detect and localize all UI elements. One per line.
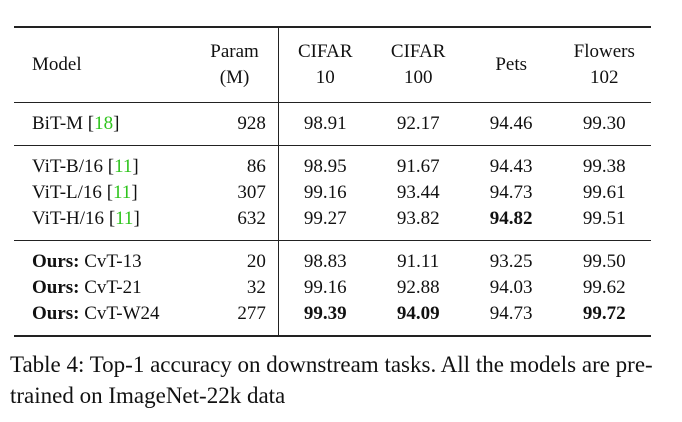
- param-cell: 86: [246, 156, 266, 177]
- cifar10-cell: 99.16: [277, 180, 372, 206]
- column-header-flowers: Flowers 102: [573, 41, 635, 88]
- pets-cell: 94.73: [489, 182, 533, 203]
- model-cell: Ours: CvT-13: [32, 251, 142, 272]
- results-table: Model Param (M) CIFAR 10 CIFAR 100 Pets Flo…: [14, 26, 651, 337]
- citation-link[interactable]: 11: [113, 182, 132, 203]
- flowers-cell: 99.50: [582, 251, 626, 272]
- pets-cell: 93.25: [489, 251, 533, 272]
- param-cell: 32: [246, 277, 266, 298]
- param-cell: 632: [237, 208, 266, 229]
- cifar10-cell: 98.91: [277, 102, 372, 146]
- ours-label: Ours:: [32, 303, 80, 324]
- cifar10-cell-best: 99.39: [277, 301, 372, 336]
- column-header-param: Param (M): [210, 41, 259, 88]
- cifar100-cell: 91.67: [396, 156, 440, 177]
- table-row: ViT-B/16 [11] 86 98.95 91.67 94.43 99.38: [14, 145, 651, 180]
- flowers-cell: 99.30: [582, 113, 626, 134]
- model-cell: Ours: CvT-W24: [32, 303, 160, 324]
- flowers-cell: 99.51: [582, 208, 626, 229]
- pets-cell: 94.03: [489, 277, 533, 298]
- flowers-cell: 99.61: [582, 182, 626, 203]
- param-cell: 277: [237, 303, 266, 324]
- table-row: ViT-H/16 [11] 632 99.27 93.82 94.82 99.5…: [14, 206, 651, 241]
- flowers-cell: 99.38: [582, 156, 626, 177]
- citation-link[interactable]: 11: [114, 156, 133, 177]
- table-row: Ours: CvT-W24 277 99.39 94.09 94.73 99.7…: [14, 301, 651, 336]
- cifar10-cell: 98.83: [277, 240, 372, 275]
- citation-link[interactable]: 11: [115, 208, 134, 229]
- cifar100-cell: 93.44: [396, 182, 440, 203]
- cifar10-cell: 99.16: [277, 275, 372, 301]
- model-cell: BiT-M [18]: [32, 113, 120, 134]
- pets-cell: 94.46: [489, 113, 533, 134]
- cifar100-cell: 93.82: [396, 208, 440, 229]
- pets-cell: 94.73: [489, 303, 533, 324]
- header-row: Model Param (M) CIFAR 10 CIFAR 100 Pets Flo…: [14, 27, 651, 103]
- column-header-model: Model: [32, 54, 82, 75]
- pets-cell: 94.43: [489, 156, 533, 177]
- pets-cell-best: 94.82: [489, 208, 533, 229]
- table-row: BiT-M [18] 928 98.91 92.17 94.46 99.30: [14, 102, 651, 146]
- cifar10-cell: 99.27: [277, 206, 372, 241]
- column-header-cifar100: CIFAR 100: [390, 41, 446, 88]
- model-cell: Ours: CvT-21: [32, 277, 142, 298]
- cifar100-cell-best: 94.09: [396, 303, 440, 324]
- cifar100-cell: 92.17: [396, 113, 440, 134]
- ours-label: Ours:: [32, 277, 80, 298]
- cifar100-cell: 92.88: [396, 277, 440, 298]
- table-caption: Table 4: Top-1 accuracy on downstream ta…: [10, 352, 653, 408]
- table-row: ViT-L/16 [11] 307 99.16 93.44 94.73 99.6…: [14, 180, 651, 206]
- model-cell: ViT-L/16 [11]: [32, 182, 138, 203]
- cifar100-cell: 91.11: [397, 251, 440, 272]
- param-cell: 20: [246, 251, 266, 272]
- param-cell: 307: [237, 182, 266, 203]
- cifar10-cell: 98.95: [277, 145, 372, 180]
- model-cell: ViT-B/16 [11]: [32, 156, 139, 177]
- flowers-cell: 99.62: [582, 277, 626, 298]
- model-cell: ViT-H/16 [11]: [32, 208, 140, 229]
- table-row: Ours: CvT-13 20 98.83 91.11 93.25 99.50: [14, 240, 651, 275]
- column-header-pets: Pets: [495, 54, 528, 75]
- citation-link[interactable]: 18: [94, 113, 114, 134]
- column-header-cifar10: CIFAR 10: [277, 27, 372, 103]
- param-cell: 928: [237, 113, 266, 134]
- table-row: Ours: CvT-21 32 99.16 92.88 94.03 99.62: [14, 275, 651, 301]
- results-table-container: Model Param (M) CIFAR 10 CIFAR 100 Pets Flo…: [14, 26, 651, 337]
- ours-label: Ours:: [32, 251, 80, 272]
- flowers-cell-best: 99.72: [582, 303, 626, 324]
